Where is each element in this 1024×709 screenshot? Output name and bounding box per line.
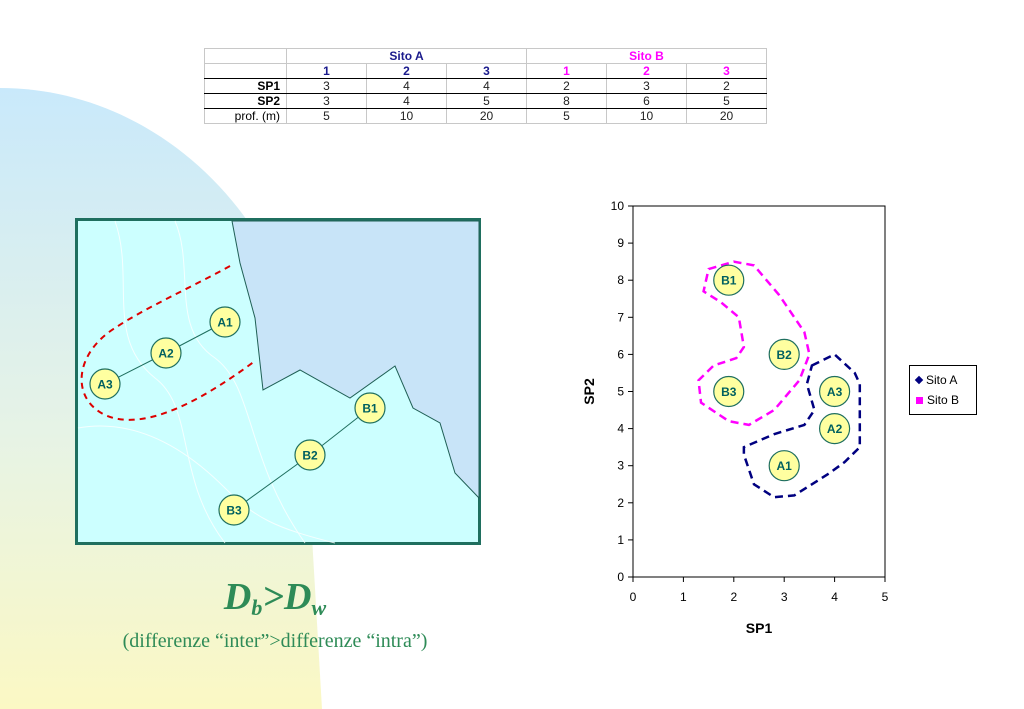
table-cell: 20: [446, 108, 527, 124]
y-tick-label: 6: [617, 347, 624, 361]
map-diagram: A1 A2 A3 B1 B2 B3: [75, 218, 481, 545]
data-point-label: B1: [721, 274, 737, 288]
x-tick-label: 0: [630, 590, 637, 604]
y-tick-label: 4: [617, 422, 624, 436]
legend-label: Sito B: [927, 393, 960, 407]
formula-sub-b: b: [251, 595, 263, 620]
table-cell: 4: [446, 78, 527, 94]
y-tick-label: 3: [617, 459, 624, 473]
site-b-header: Sito B: [526, 48, 767, 64]
formula-d2: D: [283, 576, 312, 618]
col-label: 1: [286, 63, 367, 79]
row-label: SP2: [204, 93, 287, 109]
table-cell: 4: [366, 93, 447, 109]
table-corner-2: [204, 63, 287, 79]
y-tick-label: 2: [617, 496, 624, 510]
x-axis-label: SP1: [746, 620, 773, 636]
col-label: 2: [606, 63, 687, 79]
x-tick-label: 2: [730, 590, 737, 604]
map-node-label: A2: [158, 347, 174, 361]
x-tick-label: 5: [882, 590, 889, 604]
map-node-label: B1: [362, 402, 378, 416]
y-tick-label: 9: [617, 236, 624, 250]
col-label: 2: [366, 63, 447, 79]
table-cell: 6: [606, 93, 687, 109]
table-cell: 10: [606, 108, 687, 124]
group-a-boundary: [80, 265, 256, 421]
y-tick-label: 1: [617, 533, 624, 547]
legend-item-site-a: Sito A: [914, 373, 958, 387]
table-cell: 8: [526, 93, 607, 109]
table-cell: 5: [526, 108, 607, 124]
map-node-label: A1: [217, 316, 233, 330]
map-node-label: B3: [226, 504, 242, 518]
y-tick-label: 8: [617, 273, 624, 287]
y-axis-label: SP2: [581, 378, 597, 405]
data-point-b1: B1: [713, 264, 745, 296]
x-tick-label: 3: [781, 590, 788, 604]
table-corner: [204, 48, 287, 64]
table-cell: 5: [286, 108, 367, 124]
table-cell: 3: [286, 78, 367, 94]
sea-area: [231, 220, 480, 500]
data-point-label: A3: [827, 385, 843, 399]
y-tick-label: 5: [617, 385, 624, 399]
col-label: 3: [446, 63, 527, 79]
data-point-label: A2: [827, 422, 843, 436]
chart-legend: Sito A Sito B: [909, 365, 977, 415]
formula-op: >: [262, 576, 284, 618]
group-b-hull: [697, 260, 811, 427]
square-marker-icon: [916, 396, 923, 404]
row-label: SP1: [204, 78, 287, 94]
scatter-chart: 0 1 2 3 4 5 6 7 8 9 10 0 1 2 3 4 5 SP1 SP2 A1 A2 A3 B1 B2 B3: [581, 199, 889, 636]
table-row: SP2 3 4 5 8 6 5: [204, 93, 767, 109]
col-label: 3: [686, 63, 767, 79]
map-node-a1: A1: [209, 306, 241, 338]
table-cell: 4: [366, 78, 447, 94]
data-point-a1: A1: [768, 450, 800, 482]
table-cell: 10: [366, 108, 447, 124]
diamond-marker-icon: [914, 375, 924, 385]
formula-d1: D: [223, 576, 252, 618]
data-point-b3: B3: [713, 375, 745, 408]
data-point-label: B2: [777, 348, 793, 362]
data-point-a3: A3: [819, 375, 851, 408]
map-node-b3: B3: [218, 494, 250, 526]
table-cell: 2: [526, 78, 607, 94]
legend-label: Sito A: [926, 373, 958, 387]
y-tick-label: 0: [617, 570, 624, 584]
data-point-a2: A2: [819, 413, 851, 445]
table-cell: 5: [446, 93, 527, 109]
formula-sub-w: w: [311, 595, 327, 620]
map-node-label: B2: [302, 449, 318, 463]
map-node-a2: A2: [150, 337, 182, 369]
x-tick-label: 4: [831, 590, 838, 604]
y-tick-label: 10: [611, 199, 625, 213]
table-row: SP1 3 4 4 2 3 2: [204, 78, 767, 94]
data-point-label: B3: [721, 385, 737, 399]
row-label: prof. (m): [204, 108, 287, 124]
table-cell: 2: [686, 78, 767, 94]
map-node-a3: A3: [89, 368, 121, 400]
site-a-header: Sito A: [286, 48, 527, 64]
x-tick-label: 1: [680, 590, 687, 604]
map-node-b2: B2: [294, 439, 326, 471]
table-cell: 20: [686, 108, 767, 124]
legend-item-site-b: Sito B: [916, 393, 959, 407]
table-row: prof. (m) 5 10 20 5 10 20: [204, 108, 767, 124]
terrain-lines: [77, 220, 336, 544]
map-node-label: A3: [97, 378, 113, 392]
table-cell: 5: [686, 93, 767, 109]
caption: (differenze “inter”>differenze “intra”): [122, 630, 428, 652]
map-node-b1: B1: [354, 392, 386, 424]
data-point-b2: B2: [768, 338, 800, 370]
formula: Db>Dw: [150, 575, 400, 630]
y-tick-label: 7: [617, 310, 624, 324]
data-point-label: A1: [777, 459, 793, 473]
col-label: 1: [526, 63, 607, 79]
data-table: Sito A Sito B 1 2 3 1 2 3 SP1 3 4 4 2 3 …: [204, 48, 767, 124]
table-cell: 3: [606, 78, 687, 94]
table-cell: 3: [286, 93, 367, 109]
